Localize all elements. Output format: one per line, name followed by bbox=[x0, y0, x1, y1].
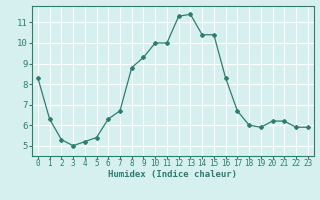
X-axis label: Humidex (Indice chaleur): Humidex (Indice chaleur) bbox=[108, 170, 237, 179]
